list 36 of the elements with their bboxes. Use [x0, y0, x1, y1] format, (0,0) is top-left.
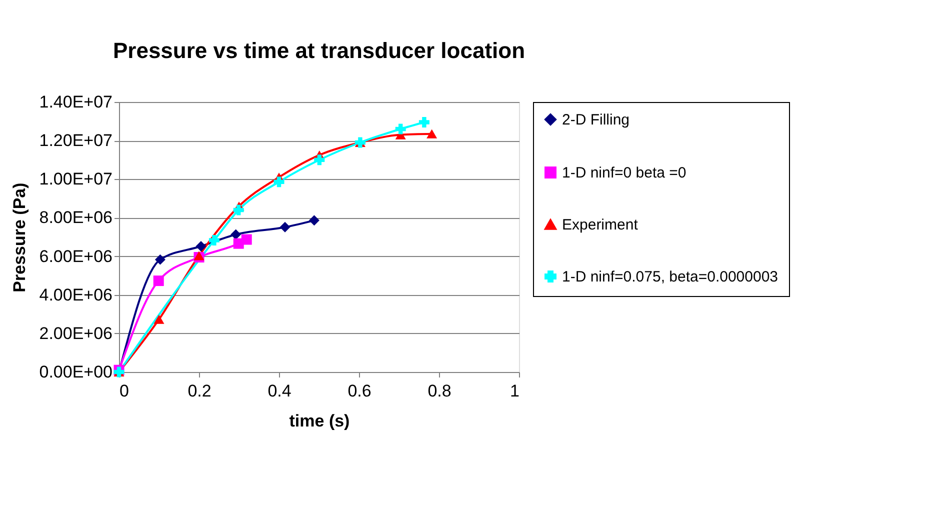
x-tick-label: 1 [510, 382, 520, 400]
point [233, 204, 244, 216]
point [426, 129, 438, 138]
y-axis-title: Pressure (Pa) [10, 182, 30, 292]
point [154, 254, 166, 265]
legend-label: 2-D Filling [562, 112, 630, 128]
x-tick-label: 0.2 [188, 382, 212, 400]
point [418, 117, 430, 128]
point [280, 222, 290, 232]
y-tick-label: 1.40E+07 [39, 92, 112, 112]
point [208, 235, 220, 246]
legend-label: 1-D ninf=0.075, beta=0.0000003 [562, 268, 778, 286]
legend-label: Experiment [562, 216, 639, 234]
y-tick-label: 0.00E+00 [39, 362, 112, 382]
x-tick-label: 0.6 [348, 382, 372, 400]
legend-label: 1-D ninf=0 beta =0 [562, 164, 686, 182]
point [241, 234, 252, 245]
y-tick-label: 1.20E+07 [39, 131, 112, 150]
y-tick-label: 1.00E+07 [39, 170, 112, 189]
point [395, 124, 406, 134]
point [153, 276, 164, 286]
x-axis-title: time (s) [289, 412, 350, 430]
point [308, 215, 320, 226]
x-tick-label: 0 [120, 382, 129, 400]
chart-title: Pressure vs time at transducer location [112, 38, 526, 63]
y-tick-label: 2.00E+06 [39, 324, 112, 343]
point [154, 314, 164, 324]
y-tick-label: 8.00E+06 [39, 208, 112, 228]
point [230, 229, 242, 240]
point [196, 241, 206, 252]
y-tick-label: 6.00E+06 [39, 246, 112, 266]
y-tick-label: 4.00E+06 [39, 285, 112, 304]
point [274, 176, 284, 188]
x-tick-label: 0.8 [428, 382, 452, 400]
point [314, 154, 325, 166]
x-tick-label: 0.4 [268, 382, 292, 400]
